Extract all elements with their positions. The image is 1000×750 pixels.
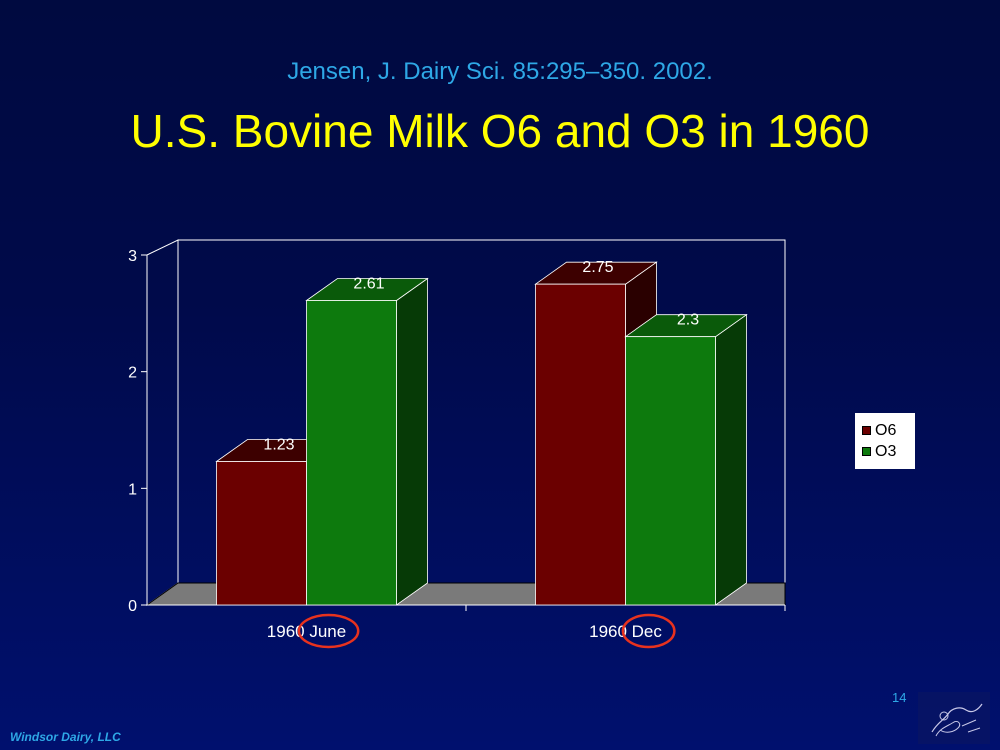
y-tick-label: 0 bbox=[128, 598, 137, 615]
bar-o6 bbox=[535, 283, 626, 606]
footer-company: Windsor Dairy, LLC bbox=[10, 730, 121, 744]
legend-item-o3: O3 bbox=[862, 441, 915, 462]
page-number: 14 bbox=[892, 690, 907, 705]
y-tick-label: 1 bbox=[128, 481, 137, 498]
bar-o6 bbox=[216, 461, 307, 606]
highlight-circle bbox=[297, 613, 360, 649]
highlight-circle bbox=[621, 613, 676, 649]
y-tick-label: 3 bbox=[128, 248, 137, 265]
legend-swatch-o3 bbox=[862, 447, 871, 456]
legend-swatch-o6 bbox=[862, 426, 871, 435]
legend-label-o6: O6 bbox=[875, 421, 897, 439]
bar-o3 bbox=[625, 336, 716, 606]
company-logo bbox=[918, 692, 990, 744]
bar-side-o3 bbox=[715, 313, 747, 606]
legend: O6 O3 bbox=[855, 413, 915, 469]
bar-o3 bbox=[306, 300, 397, 606]
citation: Jensen, J. Dairy Sci. 85:295–350. 2002. bbox=[287, 58, 713, 85]
bar-value-label: 2.75 bbox=[582, 259, 613, 276]
bar-value-label: 1.23 bbox=[263, 437, 294, 454]
bar-value-label: 2.61 bbox=[353, 276, 384, 293]
x-tick-label: 1960 Dec bbox=[589, 622, 662, 641]
legend-label-o3: O3 bbox=[875, 442, 897, 460]
bar-side-o3 bbox=[396, 277, 428, 606]
y-tick-label: 2 bbox=[128, 365, 137, 382]
bar-value-label: 2.3 bbox=[677, 312, 699, 329]
legend-item-o6: O6 bbox=[862, 420, 915, 441]
slide-title: U.S. Bovine Milk O6 and O3 in 1960 bbox=[130, 105, 870, 157]
x-tick-label: 1960 June bbox=[267, 622, 346, 641]
chart-side-wall bbox=[146, 239, 179, 606]
